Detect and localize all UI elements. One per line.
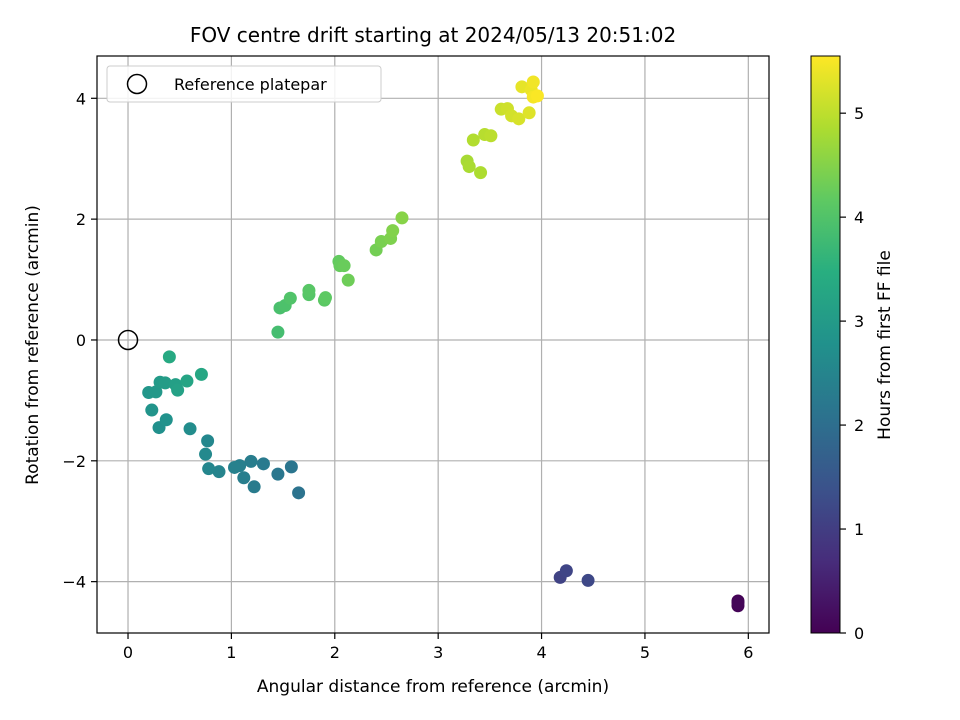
data-point bbox=[484, 129, 498, 143]
legend-box bbox=[106, 65, 382, 103]
data-point bbox=[522, 106, 536, 120]
x-tick-label: 2 bbox=[330, 643, 340, 662]
colorbar-tick-label: 1 bbox=[854, 520, 864, 539]
data-point bbox=[158, 376, 172, 390]
data-point bbox=[201, 434, 215, 448]
colorbar-tick-label: 3 bbox=[854, 312, 864, 331]
data-point bbox=[228, 460, 242, 474]
data-point bbox=[341, 273, 355, 287]
y-tick-label: 2 bbox=[76, 210, 86, 229]
x-axis-ticks: 0 1 2 3 4 5 6 bbox=[123, 633, 753, 662]
data-point bbox=[283, 291, 297, 305]
data-point bbox=[162, 350, 176, 364]
data-point bbox=[292, 486, 306, 500]
data-point bbox=[202, 462, 216, 476]
data-point bbox=[462, 160, 476, 174]
data-point bbox=[581, 573, 595, 587]
data-point bbox=[530, 89, 544, 103]
legend: Reference platepar bbox=[106, 65, 382, 103]
grid-lines bbox=[97, 56, 769, 633]
data-point bbox=[466, 133, 480, 147]
x-tick-label: 4 bbox=[536, 643, 546, 662]
data-point bbox=[212, 465, 226, 479]
data-point bbox=[302, 283, 316, 297]
data-point bbox=[526, 75, 540, 89]
data-point bbox=[247, 480, 261, 494]
x-tick-label: 1 bbox=[226, 643, 236, 662]
data-point bbox=[284, 460, 298, 474]
data-point bbox=[386, 224, 400, 238]
y-axis-ticks: −4 −2 0 2 4 bbox=[62, 89, 97, 592]
y-axis-label: Rotation from reference (arcmin) bbox=[23, 205, 43, 485]
x-tick-label: 5 bbox=[640, 643, 650, 662]
colorbar-tick-label: 5 bbox=[854, 104, 864, 123]
y-tick-label: 4 bbox=[76, 89, 86, 108]
data-point bbox=[194, 367, 208, 381]
x-axis-label: Angular distance from reference (arcmin) bbox=[257, 677, 609, 697]
y-tick-label: −2 bbox=[62, 452, 86, 471]
chart-title: FOV centre drift starting at 2024/05/13 … bbox=[190, 23, 676, 47]
colorbar-tick-label: 0 bbox=[854, 624, 864, 643]
x-tick-label: 6 bbox=[743, 643, 753, 662]
data-point bbox=[256, 457, 270, 471]
data-point bbox=[271, 325, 285, 339]
x-tick-label: 0 bbox=[123, 643, 133, 662]
data-point bbox=[180, 374, 194, 388]
data-point bbox=[512, 112, 526, 126]
y-tick-label: −4 bbox=[62, 573, 86, 592]
y-tick-label: 0 bbox=[76, 331, 86, 350]
data-point bbox=[237, 471, 251, 485]
data-point bbox=[183, 422, 197, 436]
data-point bbox=[145, 403, 159, 417]
data-point bbox=[244, 454, 258, 468]
colorbar-tick-label: 4 bbox=[854, 208, 864, 227]
data-point bbox=[474, 166, 488, 180]
data-point bbox=[395, 211, 409, 225]
plot-frame bbox=[96, 55, 770, 634]
colorbar bbox=[810, 55, 841, 634]
data-point bbox=[337, 259, 351, 273]
data-point bbox=[159, 413, 173, 427]
data-point bbox=[559, 564, 573, 578]
legend-entry-reference-platepar: Reference platepar bbox=[174, 75, 327, 94]
data-point bbox=[731, 596, 745, 610]
legend-marker bbox=[126, 73, 148, 95]
data-point bbox=[318, 291, 332, 305]
data-point bbox=[171, 383, 185, 397]
colorbar-ticks: 0 1 2 3 4 5 bbox=[840, 104, 864, 643]
colorbar-label: Hours from first FF file bbox=[875, 250, 895, 440]
colorbar-tick-label: 2 bbox=[854, 416, 864, 435]
data-points bbox=[142, 75, 745, 613]
data-point bbox=[199, 447, 213, 461]
x-tick-label: 3 bbox=[433, 643, 443, 662]
reference-point bbox=[117, 329, 139, 351]
data-point bbox=[271, 467, 285, 481]
